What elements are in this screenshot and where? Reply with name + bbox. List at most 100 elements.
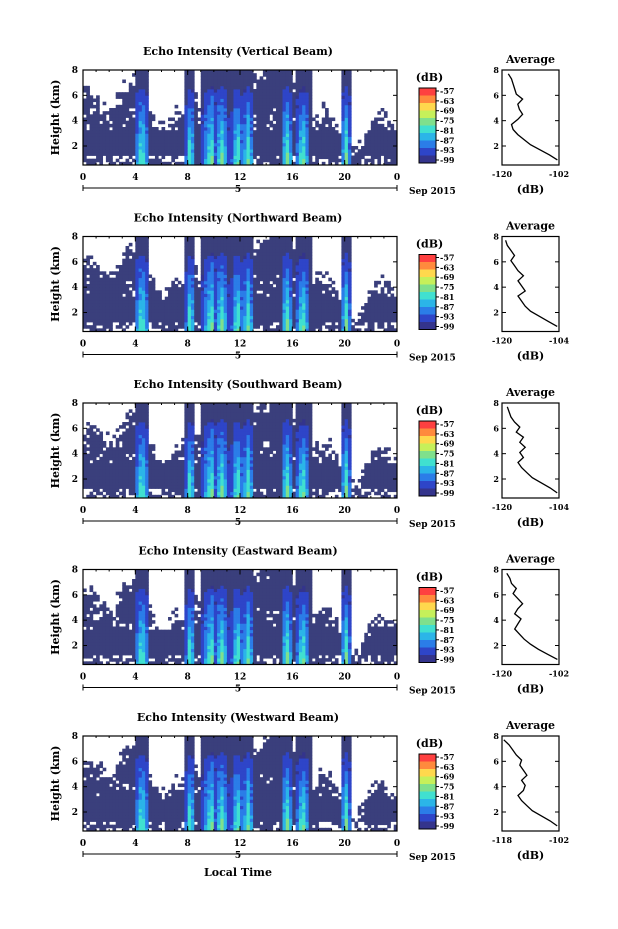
heatmap-cell xyxy=(200,255,205,260)
heatmap-cell xyxy=(240,306,244,310)
heatmap-cell xyxy=(311,161,316,166)
heatmap-cell xyxy=(83,485,87,489)
heatmap-cell xyxy=(289,315,293,320)
heatmap-cell xyxy=(118,479,123,483)
heatmap-cell xyxy=(154,309,159,313)
heatmap-cell xyxy=(347,274,352,279)
heatmap-cell xyxy=(145,114,149,118)
heatmap-cell xyxy=(305,239,310,244)
heatmap-cell xyxy=(240,255,244,260)
heatmap-cell xyxy=(256,271,261,275)
heatmap-cell xyxy=(233,95,238,99)
heatmap-cell xyxy=(83,268,87,272)
heatmap-cell xyxy=(83,450,87,455)
heatmap-cell xyxy=(217,155,221,160)
heatmap-cell xyxy=(321,136,326,141)
heatmap-cell xyxy=(331,325,336,329)
heatmap-cell xyxy=(308,136,313,141)
heatmap-cell xyxy=(321,146,326,150)
heatmap-cell xyxy=(230,274,234,279)
heatmap-cell xyxy=(308,277,313,282)
heatmap-cell xyxy=(138,79,143,84)
heatmap-cell xyxy=(328,284,332,288)
heatmap-cell xyxy=(269,303,274,307)
heatmap-cell xyxy=(275,101,280,106)
heatmap-cell xyxy=(135,277,139,282)
heatmap-cell xyxy=(118,274,123,279)
heatmap-cell xyxy=(256,120,261,125)
heatmap-cell xyxy=(161,328,166,332)
heatmap-cell xyxy=(383,133,388,137)
heatmap-cell xyxy=(269,133,274,137)
heatmap-cell xyxy=(141,152,146,156)
heatmap-cell xyxy=(347,111,352,115)
heatmap-cell xyxy=(321,274,326,279)
heatmap-cell xyxy=(96,312,100,317)
heatmap-cell xyxy=(138,441,143,445)
heatmap-cell xyxy=(240,277,244,282)
heatmap-cell xyxy=(390,155,395,160)
heatmap-cell xyxy=(344,249,349,253)
heatmap-cell xyxy=(118,306,123,310)
heatmap-cell xyxy=(132,277,136,282)
heatmap-cell xyxy=(122,431,126,436)
heatmap-cell xyxy=(138,142,143,147)
heatmap-cell xyxy=(200,82,205,87)
heatmap-cell xyxy=(321,309,326,313)
heatmap-cell xyxy=(269,246,274,250)
heatmap-cell xyxy=(282,258,287,263)
heatmap-cell xyxy=(298,277,303,282)
heatmap-cell xyxy=(112,290,117,294)
heatmap-cell xyxy=(262,261,267,266)
heatmap-cell xyxy=(187,296,192,301)
heatmap-cell xyxy=(298,127,303,131)
colorbar-swatch xyxy=(419,103,436,111)
heatmap-cell xyxy=(190,447,195,451)
heatmap-cell xyxy=(285,158,290,163)
heatmap-cell xyxy=(236,104,241,109)
heatmap-cell xyxy=(99,434,104,439)
heatmap-cell xyxy=(112,299,117,304)
heatmap-cell xyxy=(86,139,90,144)
heatmap-cell xyxy=(168,139,172,144)
heatmap-cell xyxy=(367,290,372,294)
heatmap-cell xyxy=(289,322,293,326)
heatmap-cell xyxy=(240,239,244,244)
heatmap-cell xyxy=(220,312,225,317)
heatmap-cell xyxy=(266,152,270,156)
heatmap-cell xyxy=(380,309,385,313)
heatmap-cell xyxy=(132,89,136,93)
heatmap-cell xyxy=(292,296,296,301)
heatmap-cell xyxy=(331,136,336,141)
heatmap-cell xyxy=(210,277,215,282)
heatmap-cell xyxy=(295,73,300,77)
heatmap-cell xyxy=(292,123,296,128)
heatmap-cell xyxy=(243,303,247,307)
heatmap-cell xyxy=(387,149,391,153)
heatmap-cell xyxy=(302,252,306,256)
heatmap-cell xyxy=(177,152,182,156)
heatmap-cell xyxy=(118,120,123,125)
heatmap-cell xyxy=(132,415,136,420)
heatmap-cell xyxy=(318,142,323,147)
heatmap-cell xyxy=(285,293,290,298)
heatmap-cell xyxy=(190,280,195,285)
heatmap-cell xyxy=(171,325,175,329)
heatmap-cell xyxy=(374,149,378,153)
heatmap-cell xyxy=(213,255,218,260)
heatmap-cell xyxy=(164,149,169,153)
heatmap-cell xyxy=(308,296,313,301)
heatmap-cell xyxy=(190,322,195,326)
heatmap-cell xyxy=(204,265,208,269)
heatmap-cell xyxy=(233,236,238,241)
heatmap-cell xyxy=(128,117,133,122)
heatmap-cell xyxy=(118,108,123,112)
heatmap-cell xyxy=(305,111,310,115)
heatmap-cell xyxy=(243,268,247,272)
heatmap-cell xyxy=(236,127,241,131)
heatmap-cell xyxy=(200,284,205,288)
heatmap-cell xyxy=(177,139,182,144)
heatmap-cell xyxy=(308,274,313,279)
heatmap-cell xyxy=(240,318,244,323)
heatmap-cell xyxy=(305,322,310,326)
